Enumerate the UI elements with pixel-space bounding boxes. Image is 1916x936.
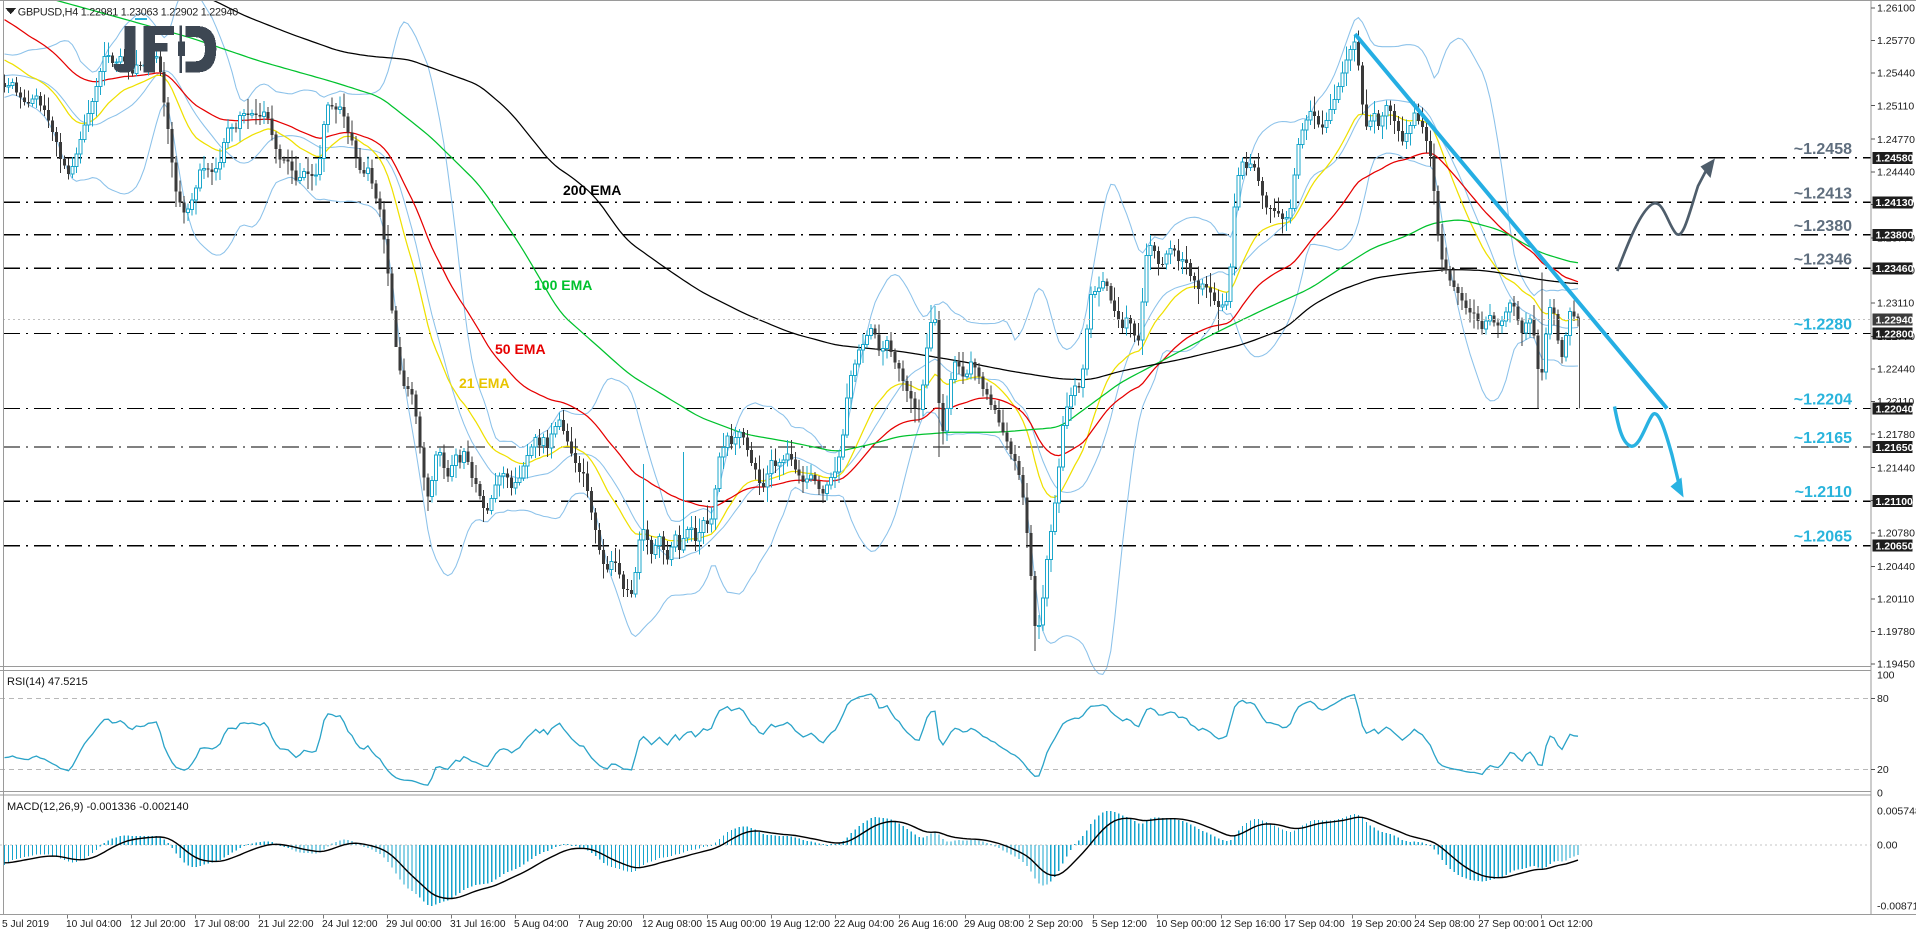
svg-text:200 EMA: 200 EMA	[563, 182, 621, 198]
svg-text:~1.2065: ~1.2065	[1794, 529, 1852, 546]
svg-text:1.21650: 1.21650	[1876, 442, 1914, 454]
svg-text:1.25440: 1.25440	[1877, 68, 1915, 80]
svg-text:1.24130: 1.24130	[1876, 197, 1914, 209]
svg-text:5 Sep 12:00: 5 Sep 12:00	[1092, 919, 1147, 930]
svg-text:1.20650: 1.20650	[1876, 540, 1914, 552]
svg-text:20: 20	[1877, 764, 1889, 776]
svg-text:1.26100: 1.26100	[1877, 3, 1915, 15]
svg-text:12 Aug 08:00: 12 Aug 08:00	[642, 919, 702, 930]
svg-text:100: 100	[1877, 670, 1895, 682]
svg-text:100 EMA: 100 EMA	[534, 277, 592, 293]
svg-text:1.19780: 1.19780	[1877, 626, 1915, 638]
svg-text:MACD(12,26,9) -0.001336 -0.002: MACD(12,26,9) -0.001336 -0.002140	[7, 801, 189, 813]
svg-text:22 Aug 04:00: 22 Aug 04:00	[834, 919, 894, 930]
svg-text:~1.2204: ~1.2204	[1794, 392, 1852, 409]
svg-text:24 Sep 08:00: 24 Sep 08:00	[1414, 919, 1475, 930]
svg-text:1.21440: 1.21440	[1877, 462, 1915, 474]
svg-text:29 Aug 08:00: 29 Aug 08:00	[964, 919, 1024, 930]
svg-text:10 Jul 04:00: 10 Jul 04:00	[66, 919, 122, 930]
svg-text:1.22940: 1.22940	[1876, 315, 1914, 327]
svg-text:29 Jul 00:00: 29 Jul 00:00	[386, 919, 442, 930]
svg-text:0: 0	[1877, 788, 1883, 800]
svg-text:1.23800: 1.23800	[1876, 230, 1914, 242]
svg-text:GBPUSD,H4 1.22981 1.23063 1.2: GBPUSD,H4 1.22981 1.23063 1.22902 1.2294…	[18, 6, 239, 18]
svg-text:0.005748: 0.005748	[1877, 806, 1916, 818]
svg-text:1.23460: 1.23460	[1876, 263, 1914, 275]
svg-text:21 EMA: 21 EMA	[459, 375, 510, 391]
svg-text:1.25110: 1.25110	[1877, 100, 1914, 112]
svg-text:~1.2413: ~1.2413	[1794, 185, 1852, 202]
svg-text:1.19450: 1.19450	[1877, 659, 1915, 671]
svg-text:24 Jul 12:00: 24 Jul 12:00	[322, 919, 378, 930]
svg-text:1.20780: 1.20780	[1877, 527, 1915, 539]
svg-text:5 Jul 2019: 5 Jul 2019	[2, 919, 49, 930]
svg-text:1.20110: 1.20110	[1877, 594, 1914, 606]
svg-text:10 Sep 00:00: 10 Sep 00:00	[1156, 919, 1217, 930]
svg-text:~1.2458: ~1.2458	[1794, 141, 1852, 158]
svg-text:21 Jul 22:00: 21 Jul 22:00	[258, 919, 314, 930]
svg-text:RSI(14) 47.5215: RSI(14) 47.5215	[7, 676, 88, 688]
svg-text:1.22040: 1.22040	[1876, 403, 1914, 415]
svg-text:1.24580: 1.24580	[1876, 153, 1914, 165]
svg-text:0.00: 0.00	[1877, 840, 1898, 852]
svg-text:-0.00871: -0.00871	[1877, 901, 1916, 913]
svg-text:~1.2280: ~1.2280	[1794, 317, 1852, 334]
svg-text:1.22440: 1.22440	[1877, 364, 1915, 376]
svg-text:~1.2346: ~1.2346	[1794, 251, 1852, 268]
svg-text:80: 80	[1877, 693, 1889, 705]
svg-text:1.24770: 1.24770	[1877, 134, 1915, 146]
svg-text:1 Oct 12:00: 1 Oct 12:00	[1540, 919, 1593, 930]
svg-text:1.24440: 1.24440	[1877, 166, 1915, 178]
svg-text:17 Sep 04:00: 17 Sep 04:00	[1284, 919, 1345, 930]
svg-text:1.25770: 1.25770	[1877, 35, 1915, 47]
svg-text:50 EMA: 50 EMA	[495, 341, 546, 357]
svg-text:2 Sep 20:00: 2 Sep 20:00	[1028, 919, 1083, 930]
svg-text:19 Aug 12:00: 19 Aug 12:00	[770, 919, 830, 930]
svg-text:1.23110: 1.23110	[1877, 298, 1914, 310]
svg-text:~1.2165: ~1.2165	[1794, 430, 1852, 447]
svg-text:17 Jul 08:00: 17 Jul 08:00	[194, 919, 250, 930]
svg-text:1.21780: 1.21780	[1877, 429, 1915, 441]
svg-text:~1.2110: ~1.2110	[1795, 484, 1853, 501]
svg-text:12 Jul 20:00: 12 Jul 20:00	[130, 919, 186, 930]
svg-text:19 Sep 20:00: 19 Sep 20:00	[1351, 919, 1412, 930]
svg-text:12 Sep 16:00: 12 Sep 16:00	[1220, 919, 1281, 930]
svg-text:26 Aug 16:00: 26 Aug 16:00	[898, 919, 958, 930]
svg-text:31 Jul 16:00: 31 Jul 16:00	[450, 919, 506, 930]
svg-text:7 Aug 20:00: 7 Aug 20:00	[578, 919, 633, 930]
svg-text:15 Aug 00:00: 15 Aug 00:00	[706, 919, 766, 930]
svg-text:5 Aug 04:00: 5 Aug 04:00	[514, 919, 569, 930]
svg-text:1.22800: 1.22800	[1876, 328, 1914, 340]
svg-text:~1.2380: ~1.2380	[1794, 218, 1852, 235]
svg-text:1.21100: 1.21100	[1876, 496, 1914, 508]
svg-text:1.20440: 1.20440	[1877, 561, 1915, 573]
svg-text:27 Sep 00:00: 27 Sep 00:00	[1478, 919, 1539, 930]
